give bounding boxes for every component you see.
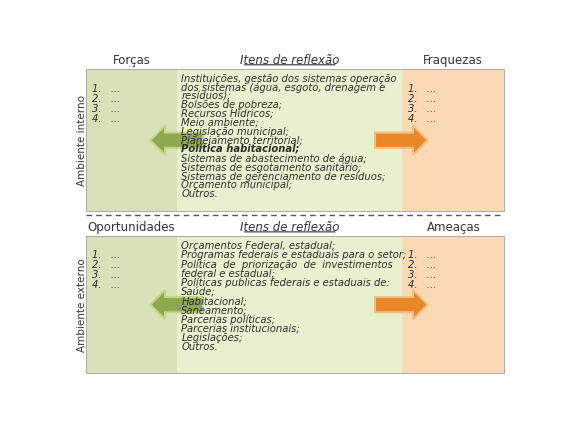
Text: 4.   ...: 4. ... <box>92 280 120 290</box>
Text: Sistemas de esgotamento sanitário;: Sistemas de esgotamento sanitário; <box>181 162 362 173</box>
Text: Fraquezas: Fraquezas <box>423 54 483 67</box>
Text: Oportunidades: Oportunidades <box>88 221 176 234</box>
Text: Ambiente interno: Ambiente interno <box>77 95 87 186</box>
Text: 2.   ...: 2. ... <box>92 95 120 105</box>
Text: 4.   ...: 4. ... <box>408 115 437 125</box>
Text: Planejamento territorial;: Planejamento territorial; <box>181 135 303 146</box>
Text: 1.   ...: 1. ... <box>92 85 120 95</box>
Text: Itens de reflexão: Itens de reflexão <box>240 54 339 67</box>
Text: Instituições, gestão dos sistemas operação: Instituições, gestão dos sistemas operaç… <box>181 74 397 84</box>
Bar <box>402 69 505 211</box>
Text: Recursos Hídricos;: Recursos Hídricos; <box>181 109 274 119</box>
Text: 1.   ...: 1. ... <box>92 250 120 260</box>
Text: Ameaças: Ameaças <box>426 221 480 234</box>
Text: Política habitacional;: Política habitacional; <box>181 145 300 155</box>
Bar <box>402 236 505 373</box>
Text: Legislações;: Legislações; <box>181 333 242 343</box>
Text: Legislação municipal;: Legislação municipal; <box>181 127 289 137</box>
Polygon shape <box>150 290 203 319</box>
Text: Programas federais e estaduais para o setor;: Programas federais e estaduais para o se… <box>181 250 407 260</box>
Text: Sistemas de abastecimento de água;: Sistemas de abastecimento de água; <box>181 153 367 164</box>
Text: Outros.: Outros. <box>181 189 218 199</box>
Bar <box>86 69 177 211</box>
Text: Itens de reflexão: Itens de reflexão <box>240 221 339 234</box>
Text: Sistemas de gerenciamento de resíduos;: Sistemas de gerenciamento de resíduos; <box>181 171 386 181</box>
Text: Política  de  priorização  de  investimentos: Política de priorização de investimentos <box>181 259 393 270</box>
Text: dos sistemas (água, esgoto, drenagem e: dos sistemas (água, esgoto, drenagem e <box>181 82 385 93</box>
Text: Parcerias institucionais;: Parcerias institucionais; <box>181 324 300 334</box>
Text: Saneamento;: Saneamento; <box>181 306 248 316</box>
Text: Parcerias políticas;: Parcerias políticas; <box>181 315 275 325</box>
Bar <box>177 69 402 211</box>
Text: 2.   ...: 2. ... <box>408 95 437 105</box>
Text: 3.   ...: 3. ... <box>408 105 437 115</box>
Text: 3.   ...: 3. ... <box>408 270 437 280</box>
Bar <box>177 236 402 373</box>
Polygon shape <box>375 290 428 319</box>
Text: Saúde;: Saúde; <box>181 287 216 297</box>
Text: Orçamento municipal;: Orçamento municipal; <box>181 180 293 190</box>
Text: Ambiente externo: Ambiente externo <box>77 258 87 352</box>
Bar <box>86 236 505 373</box>
Text: Forças: Forças <box>113 54 150 67</box>
Bar <box>86 69 505 211</box>
Text: Meio ambiente;: Meio ambiente; <box>181 118 259 128</box>
Text: 4.   ...: 4. ... <box>92 115 120 125</box>
Polygon shape <box>375 125 428 155</box>
Text: 1.   ...: 1. ... <box>408 85 437 95</box>
Text: resíduos);: resíduos); <box>181 91 231 102</box>
Text: 3.   ...: 3. ... <box>92 270 120 280</box>
Text: Orçamentos Federal, estadual;: Orçamentos Federal, estadual; <box>181 241 336 251</box>
Text: federal e estadual;: federal e estadual; <box>181 269 275 279</box>
Text: Políticas publicas federais e estaduais de:: Políticas publicas federais e estaduais … <box>181 278 390 288</box>
Text: Bolsões de pobreza;: Bolsões de pobreza; <box>181 100 282 110</box>
Text: 1.   ...: 1. ... <box>408 250 437 260</box>
Text: 2.   ...: 2. ... <box>92 260 120 270</box>
Polygon shape <box>150 125 203 155</box>
Bar <box>86 236 177 373</box>
Text: 3.   ...: 3. ... <box>92 105 120 115</box>
Text: 4.   ...: 4. ... <box>408 280 437 290</box>
Text: Habitacional;: Habitacional; <box>181 296 247 306</box>
Text: 2.   ...: 2. ... <box>408 260 437 270</box>
Text: Outros.: Outros. <box>181 342 218 352</box>
